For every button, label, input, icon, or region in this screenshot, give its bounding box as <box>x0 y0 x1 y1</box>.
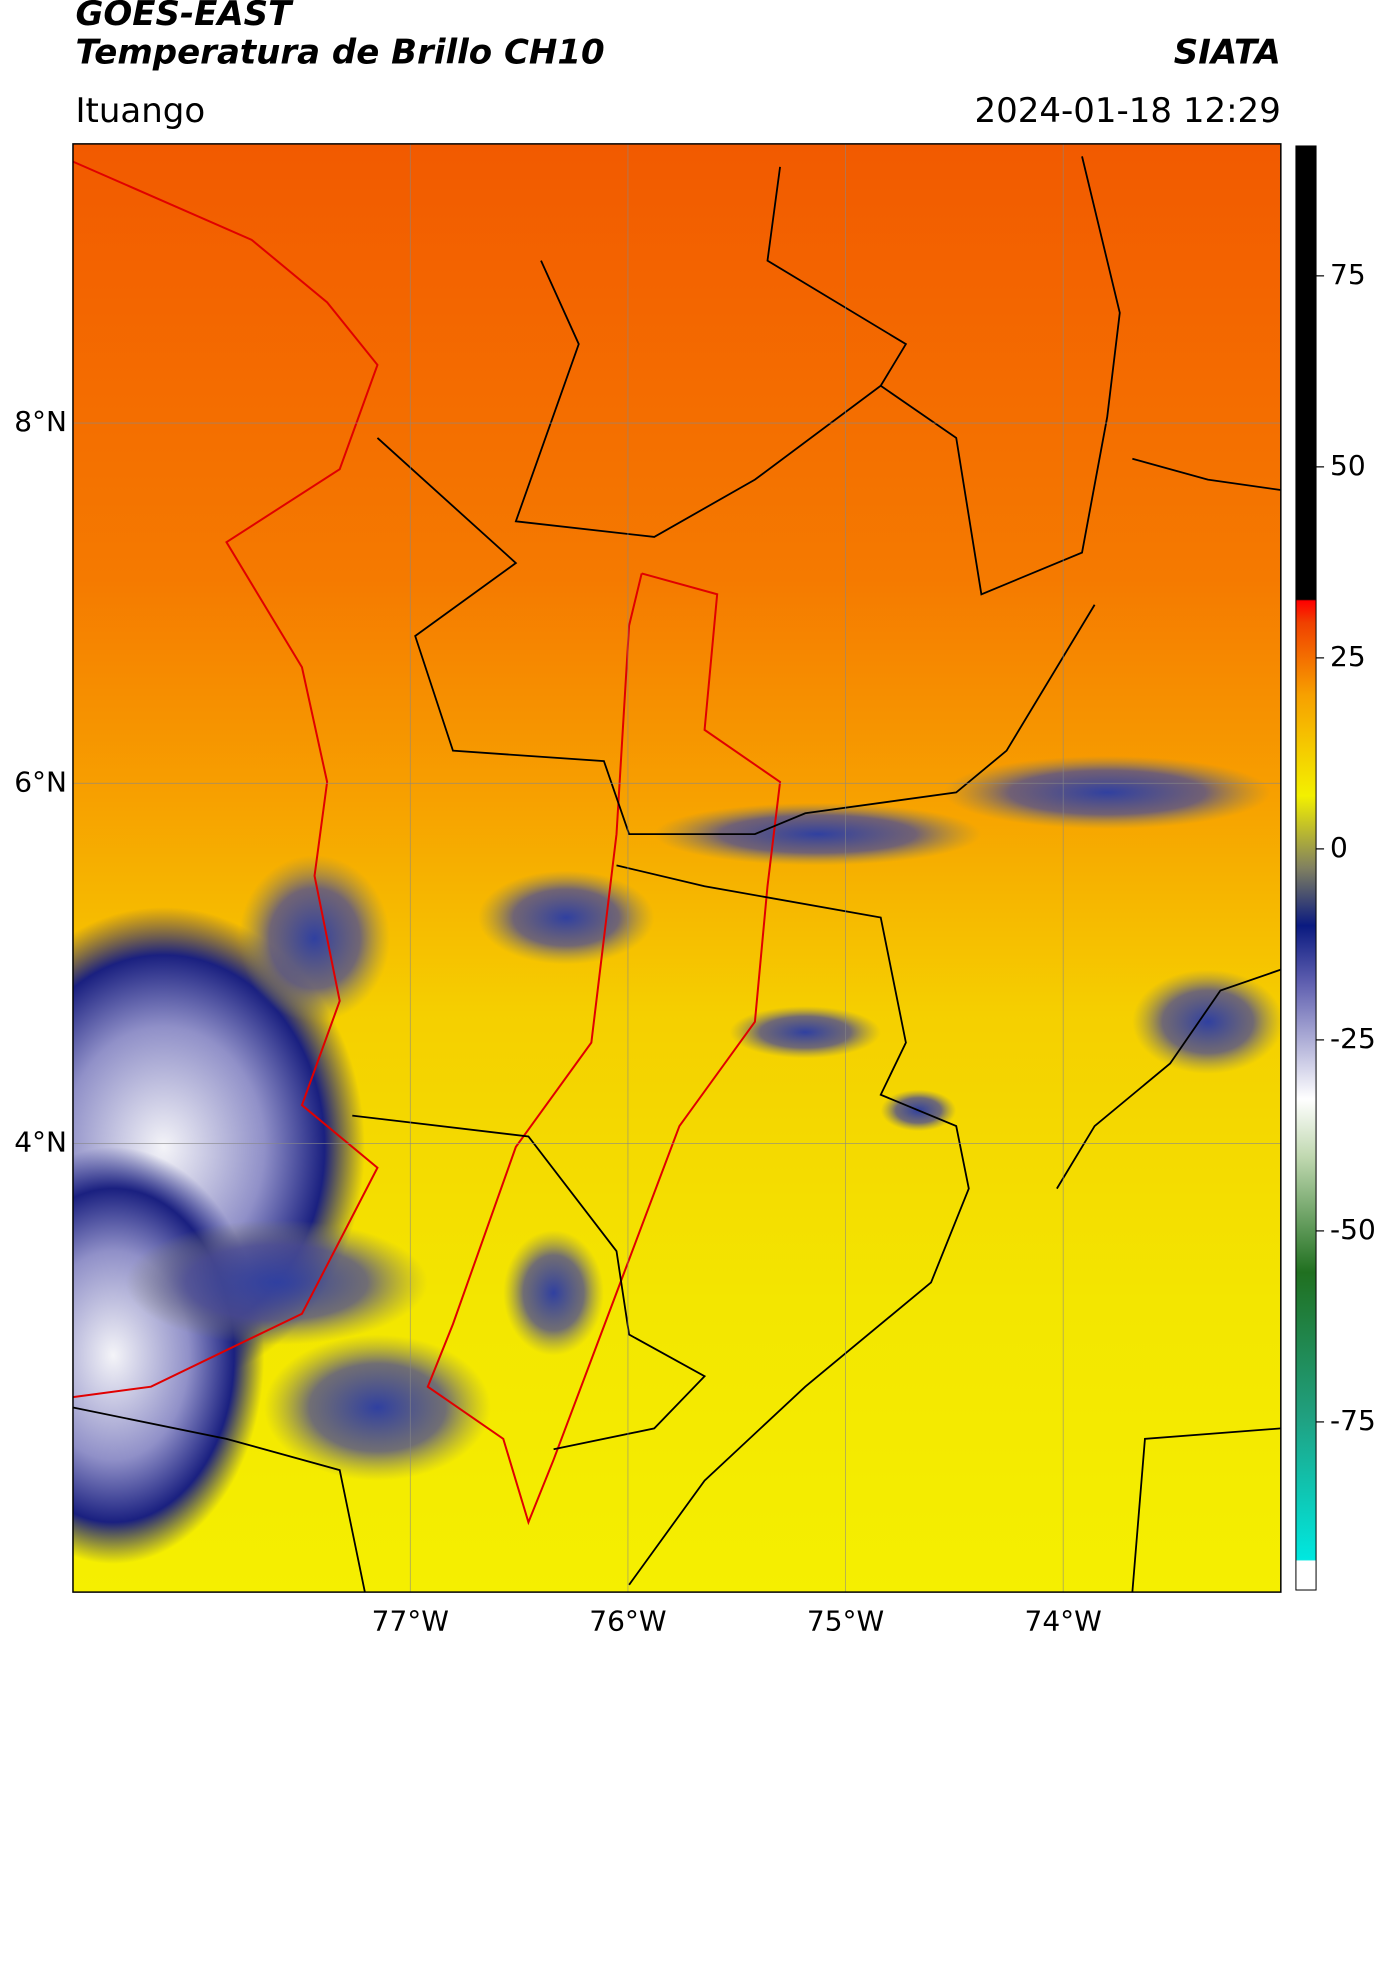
subtitle: Temperatura de Brillo CH10 <box>75 33 604 73</box>
cloud <box>125 1219 428 1345</box>
colorbar-tick-label: -50 <box>1330 1213 1376 1246</box>
brand: SIATA <box>1174 33 1281 73</box>
colorbar-tick-label: -75 <box>1330 1404 1376 1437</box>
cloud <box>1132 969 1281 1074</box>
border <box>72 160 379 1399</box>
border <box>1056 968 1281 1190</box>
colorbar-tick-label: 75 <box>1330 258 1366 291</box>
colorbar-tick-label: 0 <box>1330 831 1348 864</box>
colorbar-tick-label: -25 <box>1330 1022 1376 1055</box>
lon-tick-label: 75°W <box>807 1604 884 1637</box>
border <box>616 864 970 1586</box>
location: Ituango <box>75 91 205 131</box>
border <box>426 572 782 1526</box>
cloud <box>654 802 982 866</box>
cloud <box>503 1230 604 1356</box>
lat-tick-label: 8°N <box>14 405 67 438</box>
border <box>376 437 1096 836</box>
map <box>72 143 1281 1593</box>
colorbar-tick-label: 25 <box>1330 640 1366 673</box>
title: GOES-EAST <box>75 0 294 34</box>
border <box>72 1406 366 1593</box>
lat-tick-label: 6°N <box>14 765 67 798</box>
cloud <box>729 1006 881 1059</box>
border <box>514 166 908 538</box>
colorbar-tick-label: 50 <box>1330 449 1366 482</box>
colorbar <box>1295 145 1317 1591</box>
datetime: 2024-01-18 12:29 <box>974 91 1280 131</box>
lat-tick-label: 4°N <box>14 1126 67 1159</box>
map-frame <box>72 143 1282 1593</box>
border <box>1132 457 1281 491</box>
border <box>1131 1427 1281 1593</box>
lon-tick-label: 77°W <box>372 1604 449 1637</box>
border <box>352 1114 707 1451</box>
lon-tick-label: 74°W <box>1025 1604 1102 1637</box>
cloud <box>239 854 391 1022</box>
border <box>880 156 1121 596</box>
cloud <box>943 755 1271 829</box>
lon-tick-label: 76°W <box>589 1604 666 1637</box>
